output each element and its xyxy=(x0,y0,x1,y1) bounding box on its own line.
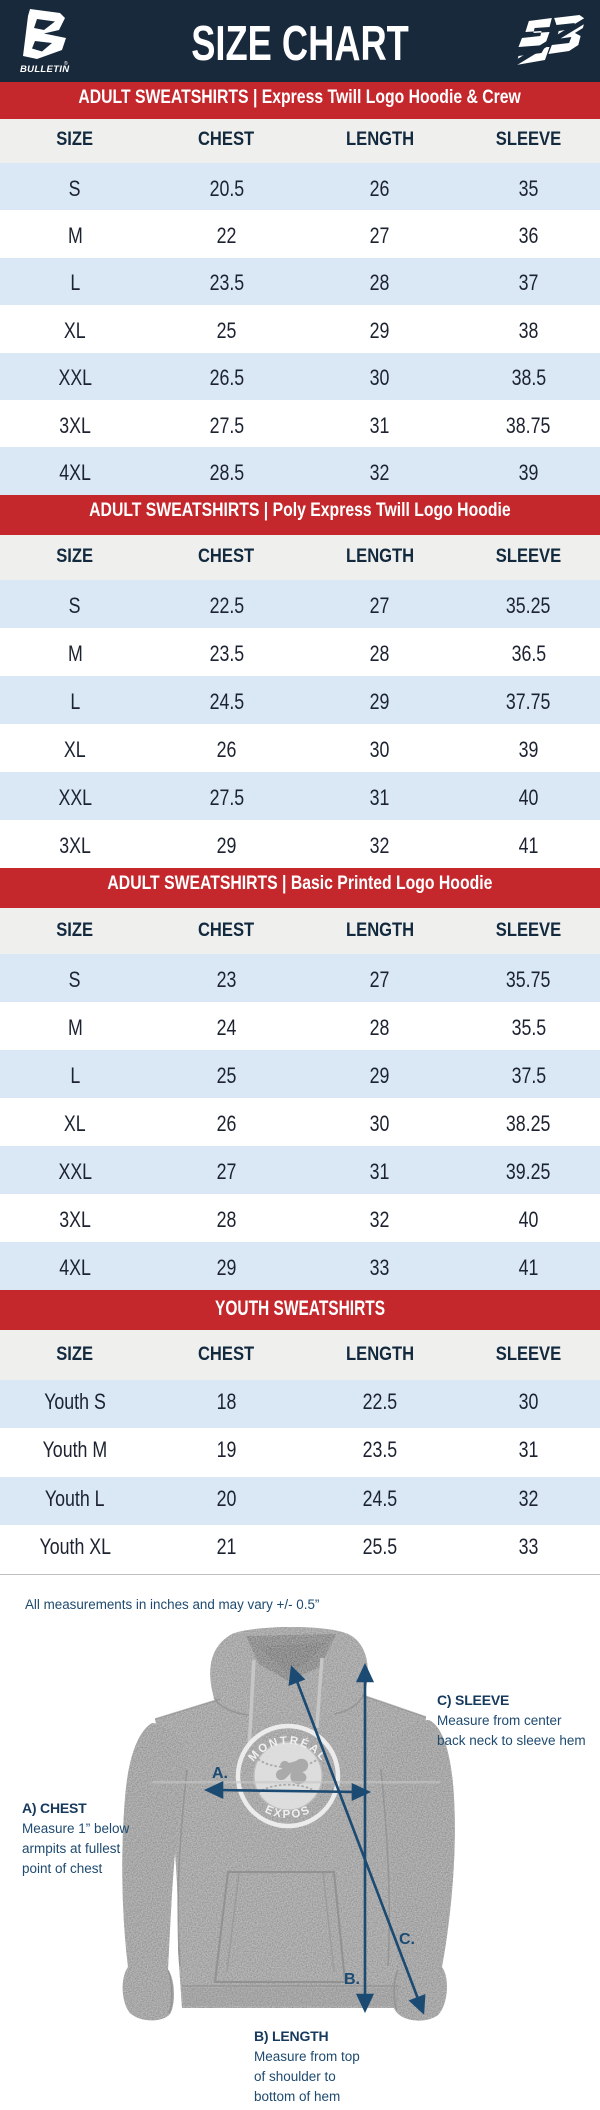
svg-text:B.: B. xyxy=(344,1971,360,1988)
svg-text:BULLETIN: BULLETIN xyxy=(20,64,70,75)
svg-text:®: ® xyxy=(64,60,68,67)
svg-text:A.: A. xyxy=(212,1765,228,1782)
svg-text:EXPOS: EXPOS xyxy=(263,1804,313,1821)
svg-text:C.: C. xyxy=(399,1931,415,1948)
